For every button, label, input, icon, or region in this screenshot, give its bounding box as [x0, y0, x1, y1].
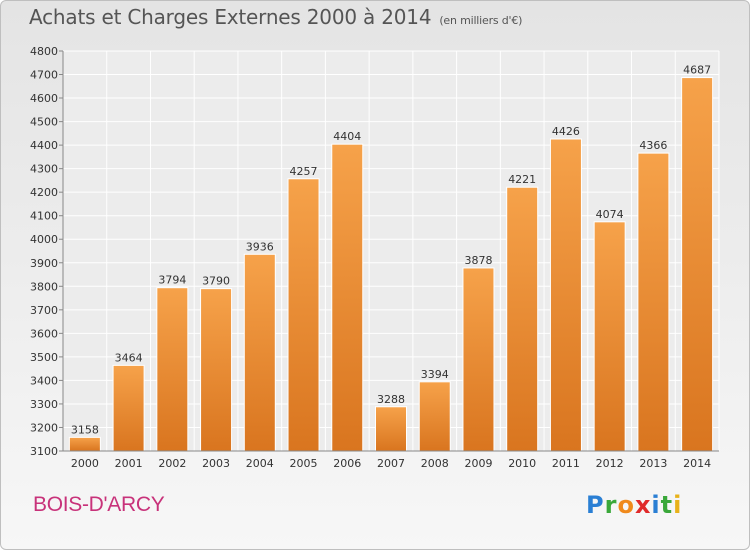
logo-letter: x: [634, 491, 652, 519]
proxiti-logo[interactable]: Proxiti: [586, 491, 682, 519]
chart-title: Achats et Charges Externes 2000 à 2014 (e…: [29, 5, 522, 29]
y-tick-label: 3600: [30, 327, 58, 340]
logo-letter: o: [617, 491, 635, 519]
bar-2001[interactable]: [112, 364, 145, 452]
data-label: 4426: [552, 125, 580, 138]
x-tick-label: 2012: [596, 457, 624, 470]
x-tick-label: 2008: [421, 457, 449, 470]
bar-2013[interactable]: [637, 152, 670, 452]
y-tick-label: 4500: [30, 116, 58, 129]
y-tick-label: 4200: [30, 186, 58, 199]
data-label: 3394: [421, 368, 449, 381]
y-tick-label: 3700: [30, 304, 58, 317]
data-label: 4404: [333, 130, 361, 143]
x-tick-label: 2001: [115, 457, 143, 470]
bar-2006[interactable]: [331, 143, 364, 452]
bar-2012[interactable]: [593, 221, 626, 452]
y-tick-label: 3500: [30, 351, 58, 364]
logo-letter: i: [673, 491, 683, 519]
x-tick-label: 2004: [246, 457, 274, 470]
data-label: 4687: [683, 64, 711, 77]
bar-2002[interactable]: [156, 287, 189, 452]
y-tick-label: 4700: [30, 69, 58, 82]
y-tick-label: 4800: [30, 45, 58, 58]
data-label: 3158: [71, 423, 99, 436]
logo-letter: P: [586, 491, 605, 519]
logo-letter: r: [604, 491, 618, 519]
y-tick-label: 3900: [30, 257, 58, 270]
y-tick-label: 3300: [30, 398, 58, 411]
bar-2003[interactable]: [200, 288, 233, 452]
x-tick-label: 2000: [71, 457, 99, 470]
data-label: 4366: [639, 139, 667, 152]
x-tick-label: 2014: [683, 457, 711, 470]
data-label: 4221: [508, 173, 536, 186]
x-tick-label: 2005: [290, 457, 318, 470]
x-tick-label: 2003: [202, 457, 230, 470]
bar-2000[interactable]: [68, 436, 101, 452]
x-tick-label: 2013: [639, 457, 667, 470]
x-tick-label: 2011: [552, 457, 580, 470]
bar-2007[interactable]: [375, 406, 407, 452]
y-tick-label: 3200: [30, 421, 58, 434]
x-tick-label: 2009: [464, 457, 492, 470]
y-tick-label: 3100: [30, 445, 58, 458]
y-tick-label: 4300: [30, 163, 58, 176]
y-tick-label: 4100: [30, 210, 58, 223]
data-label: 4074: [596, 208, 624, 221]
y-tick-label: 4400: [30, 139, 58, 152]
chart-title-text: Achats et Charges Externes 2000 à 2014: [29, 5, 432, 29]
logo-letter: i: [651, 491, 661, 519]
y-tick-label: 4600: [30, 92, 58, 105]
bar-2009[interactable]: [462, 267, 495, 452]
bar-2004[interactable]: [243, 253, 276, 452]
x-tick-label: 2002: [158, 457, 186, 470]
bar-2005[interactable]: [287, 178, 320, 452]
bar-2011[interactable]: [549, 138, 582, 452]
data-label: 3878: [464, 254, 492, 267]
bar-2008[interactable]: [418, 381, 451, 452]
data-label: 3288: [377, 393, 405, 406]
y-tick-label: 3800: [30, 280, 58, 293]
bar-2010[interactable]: [506, 186, 539, 452]
y-tick-label: 4000: [30, 233, 58, 246]
data-label: 3794: [158, 274, 186, 287]
data-label: 3790: [202, 275, 230, 288]
logo-letter: t: [660, 491, 674, 519]
x-tick-label: 2007: [377, 457, 405, 470]
x-tick-label: 2010: [508, 457, 536, 470]
bar-2014[interactable]: [681, 77, 714, 452]
data-label: 4257: [290, 165, 318, 178]
city-name: BOIS-D'ARCY: [33, 493, 165, 516]
data-label: 3464: [115, 351, 143, 364]
y-tick-label: 3400: [30, 374, 58, 387]
chart-unit: (en milliers d'€): [439, 14, 523, 27]
x-tick-label: 2006: [333, 457, 361, 470]
data-label: 3936: [246, 240, 274, 253]
